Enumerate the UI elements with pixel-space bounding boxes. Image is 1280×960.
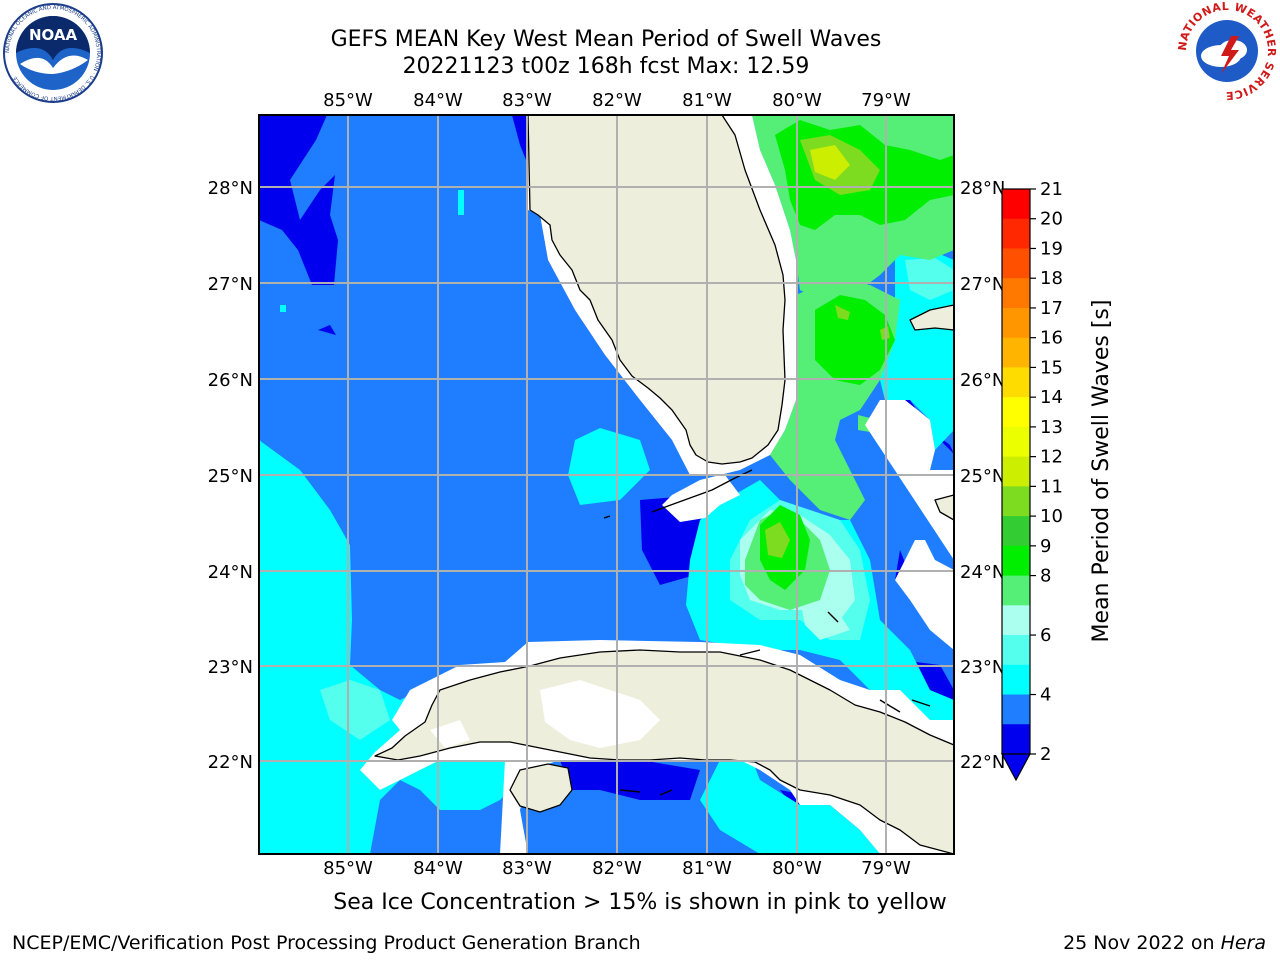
lat-label: 28°N bbox=[960, 178, 1005, 199]
lat-label: 26°N bbox=[960, 370, 1005, 391]
lat-label: 24°N bbox=[208, 562, 253, 583]
lon-label: 85°W bbox=[323, 90, 373, 111]
lon-label: 82°W bbox=[592, 858, 642, 879]
colorbar-tick-label: 6 bbox=[1040, 625, 1051, 646]
colorbar-segment bbox=[1002, 664, 1030, 696]
lon-label: 82°W bbox=[592, 90, 642, 111]
colorbar-segment bbox=[1002, 248, 1030, 279]
colorbar-tick-label: 11 bbox=[1040, 476, 1063, 497]
keys-islands bbox=[603, 469, 931, 796]
lon-label: 80°W bbox=[772, 90, 822, 111]
colorbar-tick-label: 15 bbox=[1040, 357, 1063, 378]
colorbar-segment bbox=[1002, 189, 1030, 220]
colorbar-tick-label: 2 bbox=[1040, 744, 1051, 765]
footer-left: NCEP/EMC/Verification Post Processing Pr… bbox=[12, 932, 641, 954]
lat-label: 25°N bbox=[208, 466, 253, 487]
lon-label: 81°W bbox=[682, 858, 732, 879]
colorbar-tick-label: 8 bbox=[1040, 566, 1051, 587]
colorbar-segment bbox=[1002, 426, 1030, 458]
colorbar-segment bbox=[1002, 724, 1030, 755]
lat-label: 24°N bbox=[960, 562, 1005, 583]
colorbar-tick-label: 21 bbox=[1040, 180, 1063, 200]
footer-machine: Hera bbox=[1220, 932, 1266, 954]
field-12-13 bbox=[810, 145, 850, 180]
colorbar-tick-label: 16 bbox=[1040, 328, 1063, 349]
colorbar-segment bbox=[1002, 456, 1030, 487]
lat-label: 27°N bbox=[960, 274, 1005, 295]
colorbar-segment bbox=[1002, 635, 1030, 666]
colorbar-tick-label: 20 bbox=[1040, 209, 1063, 230]
colorbar-tick-label: 17 bbox=[1040, 298, 1063, 319]
lat-label: 23°N bbox=[208, 657, 253, 678]
colorbar-tick-label: 13 bbox=[1040, 417, 1063, 438]
lat-label: 22°N bbox=[960, 752, 1005, 773]
lon-label: 79°W bbox=[861, 858, 911, 879]
colorbar-label: Mean Period of Swell Waves [s] bbox=[1089, 300, 1114, 643]
colorbar-segment bbox=[1002, 545, 1030, 577]
colorbar-tick-label: 12 bbox=[1040, 447, 1063, 468]
chart-title-line1: GEFS MEAN Key West Mean Period of Swell … bbox=[330, 27, 882, 52]
colorbar-segment bbox=[1002, 278, 1030, 309]
lon-label: 83°W bbox=[502, 90, 552, 111]
graticule bbox=[259, 115, 954, 854]
chart-title-line2: 20221123 t00z 168h fcst Max: 12.59 bbox=[402, 54, 810, 79]
colorbar-tick-label: 10 bbox=[1040, 506, 1063, 527]
lat-label: 23°N bbox=[960, 657, 1005, 678]
lon-labels-bottom: 85°W 84°W 83°W 82°W 81°W 80°W 79°W bbox=[323, 858, 911, 879]
land-water-details bbox=[430, 680, 660, 748]
colorbar-ticks: 21 20 19 18 17 16 15 14 13 12 11 10 9 8 6 4 2 bbox=[1030, 180, 1063, 765]
colorbar-segment bbox=[1002, 575, 1030, 606]
lat-label: 27°N bbox=[208, 274, 253, 295]
nws-logo: NATIONAL WEATHER SERVICE bbox=[1176, 0, 1278, 102]
lat-label: 25°N bbox=[960, 466, 1005, 487]
colorbar-segment bbox=[1002, 516, 1030, 547]
colorbar: 21 20 19 18 17 16 15 14 13 12 11 10 9 8 6 4 2 Mean Perio… bbox=[1000, 180, 1114, 782]
colorbar-tick-label: 4 bbox=[1040, 685, 1051, 706]
colorbar-segment bbox=[1002, 337, 1030, 369]
colorbar-tick-label: 9 bbox=[1040, 536, 1051, 557]
lat-label: 22°N bbox=[208, 752, 253, 773]
lat-labels-right: 28°N 27°N 26°N 25°N 24°N 23°N 22°N bbox=[960, 178, 1005, 773]
footer-on: on bbox=[1190, 932, 1215, 954]
lon-label: 83°W bbox=[502, 858, 552, 879]
lon-label: 81°W bbox=[682, 90, 732, 111]
colorbar-segment bbox=[1002, 397, 1030, 428]
lon-label: 84°W bbox=[413, 90, 463, 111]
noaa-logo: NATIONAL OCEANIC AND ATMOSPHERIC ADMINIS… bbox=[3, 3, 103, 103]
colorbar-segment bbox=[1002, 694, 1030, 725]
colorbar-tick-label: 18 bbox=[1040, 268, 1063, 289]
map-frame bbox=[258, 114, 955, 855]
lon-label: 85°W bbox=[323, 858, 373, 879]
sea-ice-caption: Sea Ice Concentration > 15% is shown in … bbox=[333, 890, 947, 915]
footer-date: 25 Nov 2022 bbox=[1063, 932, 1185, 954]
colorbar-segment bbox=[1002, 486, 1030, 517]
lon-label: 79°W bbox=[861, 90, 911, 111]
colorbar-segment bbox=[1002, 605, 1030, 636]
colorbar-segment bbox=[1002, 307, 1030, 339]
lat-label: 26°N bbox=[208, 370, 253, 391]
colorbar-segment bbox=[1002, 367, 1030, 398]
colorbar-segment bbox=[1002, 218, 1030, 250]
colorbar-tick-label: 19 bbox=[1040, 238, 1063, 259]
lon-label: 80°W bbox=[772, 858, 822, 879]
land-masses bbox=[374, 115, 954, 854]
noaa-logo-text: NOAA bbox=[29, 26, 78, 44]
footer-right: 25 Nov 2022 on Hera bbox=[1063, 932, 1266, 954]
lat-label: 28°N bbox=[208, 178, 253, 199]
colorbar-tick-label: 14 bbox=[1040, 387, 1063, 408]
lon-label: 84°W bbox=[413, 858, 463, 879]
colorbar-under-triangle bbox=[1000, 753, 1032, 782]
lat-labels-left: 28°N 27°N 26°N 25°N 24°N 23°N 22°N bbox=[208, 178, 253, 773]
colorbar-segments bbox=[1002, 189, 1030, 755]
lon-labels-top: 85°W 84°W 83°W 82°W 81°W 80°W 79°W bbox=[323, 90, 911, 111]
